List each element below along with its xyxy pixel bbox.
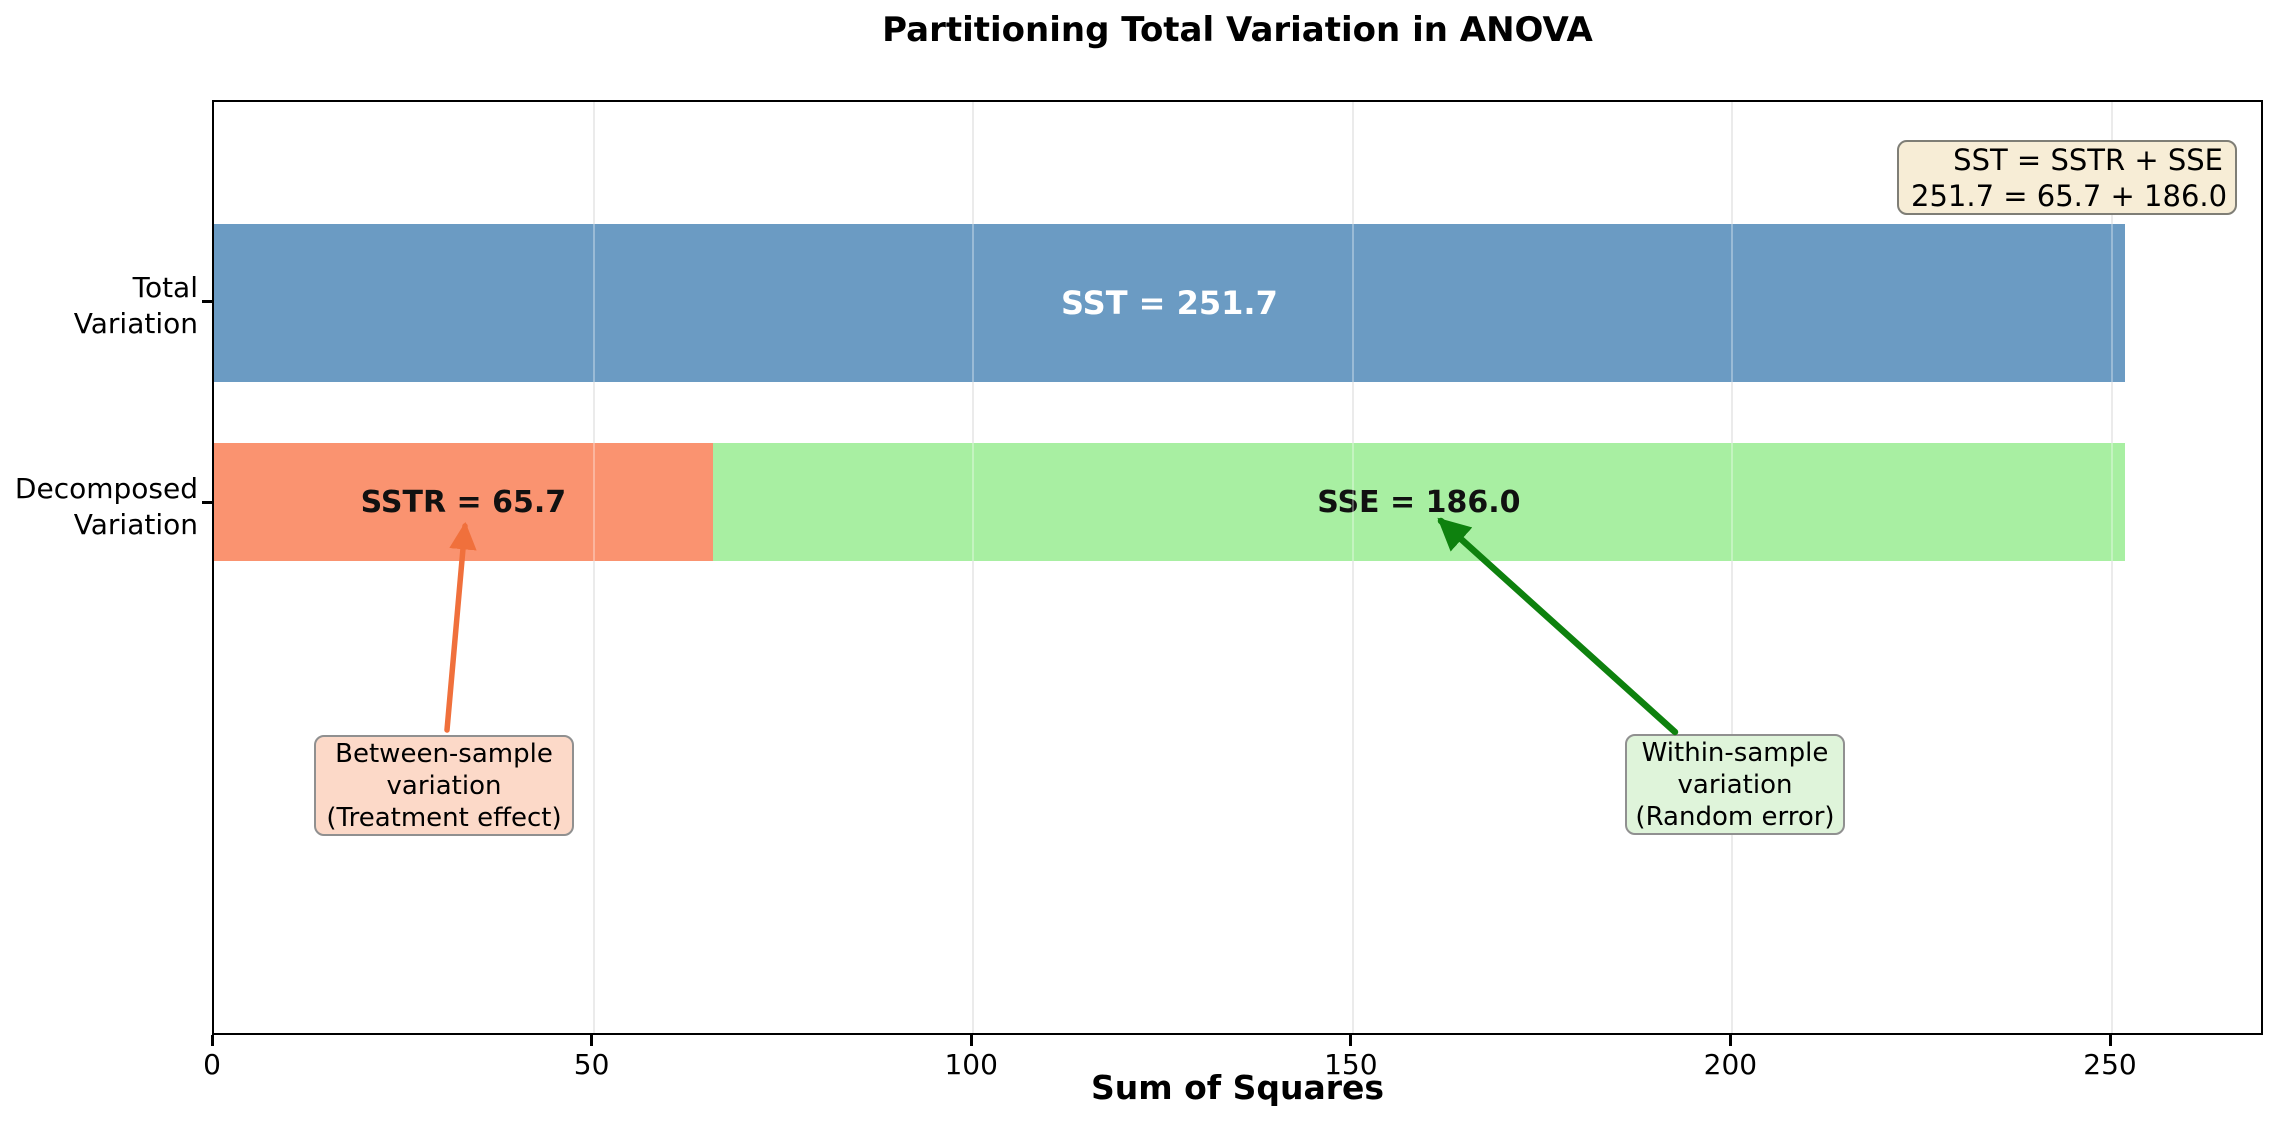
callout-within-line-2: variation [1677,769,1793,800]
gridline-overlay-x-200 [1731,102,1734,1033]
xtick-mark-50 [590,1035,594,1046]
xtick-mark-200 [1728,1035,1732,1046]
x-axis: 0 50 100 150 200 250 [203,1035,2263,1095]
callout-between-line-1: Between-sample [335,738,553,769]
equation-line-1: SST = SSTR + SSE [1953,142,2223,177]
callout-within-line-3: (Random error) [1635,801,1835,832]
ytick-label-decomposed-variation: Decomposed Variation [0,471,198,543]
ytick-label-total-line1: Total [132,271,198,304]
equation-annotation-box: SST = SSTR + SSE 251.7 = 65.7 + 186.0 [1897,140,2237,215]
ytick-label-decomposed-line2: Variation [73,508,198,541]
chart-title: Partitioning Total Variation in ANOVA [882,10,1593,50]
gridline-x-50 [592,102,595,1033]
gridline-x-250 [2111,102,2113,1033]
xtick-label-150: 150 [1324,1048,1378,1081]
ytick-mark-total [202,300,213,303]
bar-row-total-variation: SST = 251.7 [214,224,2125,382]
xtick-mark-250 [2108,1035,2112,1046]
xtick-label-50: 50 [573,1048,610,1081]
gridline-overlay-x-150 [1351,102,1354,1033]
xtick-mark-150 [1349,1035,1353,1046]
gridline-overlay-x-250 [2111,102,2113,1033]
callout-between-sample: Between-sample variation (Treatment effe… [314,735,574,836]
gridline-overlay-x-100 [972,102,975,1033]
xtick-label-250: 250 [2083,1048,2137,1081]
bar-row-decomposed-variation: SSTR = 65.7 SSE = 186.0 [214,443,2125,561]
xtick-label-100: 100 [944,1048,998,1081]
callout-within-line-1: Within-sample [1641,737,1829,768]
ytick-mark-decomposed [202,501,213,504]
plot-area: SST = 251.7 SSTR = 65.7 SSE = 186.0 SST = … [212,100,2263,1035]
bar-label-sst: SST = 251.7 [1061,284,1278,322]
xtick-label-200: 200 [1703,1048,1758,1081]
bar-segment-sstr: SSTR = 65.7 [214,443,713,561]
equation-line-2: 251.7 = 65.7 + 186.0 [1911,178,2228,213]
gridline-overlay-x-50 [592,102,595,1033]
ytick-label-total-variation: Total Variation [0,270,198,342]
callout-between-line-2: variation [386,770,502,801]
gridline-x-100 [972,102,975,1033]
gridline-x-150 [1351,102,1354,1033]
xtick-mark-100 [969,1035,973,1046]
callout-within-sample: Within-sample variation (Random error) [1625,734,1845,835]
ytick-label-total-line2: Variation [73,307,198,340]
bar-segment-sse: SSE = 186.0 [712,443,2125,561]
x-axis-title: Sum of Squares [1090,1068,1385,1107]
bar-label-sstr: SSTR = 65.7 [360,484,567,520]
xtick-label-0: 0 [203,1048,221,1081]
bar-label-sse: SSE = 186.0 [1317,484,1521,520]
xtick-mark-0 [210,1035,214,1046]
bar-segment-sst: SST = 251.7 [214,224,2125,382]
ytick-label-decomposed-line1: Decomposed [14,472,198,505]
gridline-x-200 [1731,102,1734,1033]
callout-between-line-3: (Treatment effect) [326,802,562,833]
